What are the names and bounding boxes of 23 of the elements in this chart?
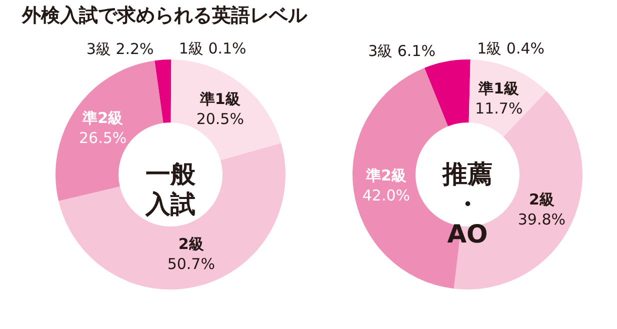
text: 外検入試で求められる英語レベル — [21, 4, 308, 26]
slice-label: 2級 — [528, 190, 556, 208]
data-label: 20.5% — [196, 110, 244, 128]
data-label: 39.8% — [518, 210, 566, 228]
data-label: 11.7% — [475, 100, 523, 118]
data-label: 42.0% — [362, 186, 410, 204]
slice-label: 3級 2.2% — [86, 40, 154, 58]
donut-slice — [424, 60, 468, 126]
slice-label: 1級 0.4% — [477, 40, 545, 58]
slice-label: 3級 6.1% — [368, 42, 436, 60]
slice-label: 準1級 — [198, 90, 242, 108]
slice-label: 準2級 — [364, 166, 408, 184]
donut-slice — [58, 143, 286, 290]
slice-label: 1級 0.1% — [178, 40, 246, 58]
donut-slice — [170, 60, 282, 160]
text: 一般入試 — [144, 160, 196, 218]
donut-slice — [154, 60, 170, 123]
slice-label: 2級 — [178, 234, 205, 253]
data-label: 50.7% — [167, 254, 215, 273]
slice-label: 準1級 — [478, 80, 520, 98]
slice-label: 準2級 — [82, 109, 124, 128]
text: 推薦・AO — [442, 160, 492, 248]
data-label: 26.5% — [78, 129, 127, 148]
